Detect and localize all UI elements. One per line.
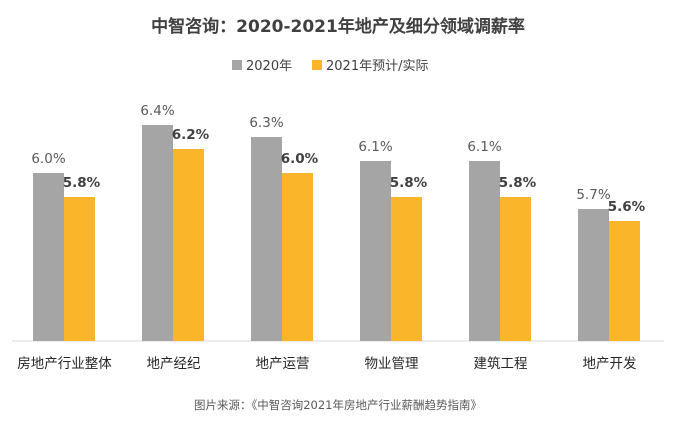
bars-group	[33, 125, 640, 341]
category-label-1: 地产经纪	[147, 356, 201, 372]
value-label-2020-1: 6.4%	[140, 103, 174, 119]
value-label-2020-5: 5.7%	[576, 187, 610, 203]
bar-2021-4	[500, 197, 531, 341]
bar-2020-5	[578, 209, 609, 341]
category-labels-group: 房地产行业整体 地产经纪 地产运营 物业管理 建筑工程 地产开发	[17, 356, 637, 372]
value-label-2021-2: 6.0%	[281, 151, 319, 167]
legend-label-2021: 2021年预计/实际	[326, 59, 428, 74]
value-label-2021-5: 5.6%	[608, 199, 646, 215]
legend: 2020年 2021年预计/实际	[232, 59, 428, 74]
source-note: 图片来源：《中智咨询2021年房地产行业薪酬趋势指南》	[194, 398, 482, 412]
bar-2021-2	[282, 173, 313, 341]
bar-2021-3	[391, 197, 422, 341]
bar-2020-0	[33, 173, 64, 341]
legend-swatch-2020	[232, 60, 242, 70]
legend-swatch-2021	[312, 60, 322, 70]
category-label-3: 物业管理	[365, 356, 419, 372]
bar-2020-3	[360, 161, 391, 341]
bar-2021-0	[64, 197, 95, 341]
value-label-2020-4: 6.1%	[467, 139, 501, 155]
category-label-4: 建筑工程	[474, 356, 528, 372]
bar-2021-5	[609, 221, 640, 341]
value-label-2020-2: 6.3%	[249, 115, 283, 131]
value-labels-group: 6.0% 5.8% 6.4% 6.2% 6.3% 6.0% 6.1% 5.8% 6.1% 5.8%…	[31, 103, 645, 215]
value-label-2020-0: 6.0%	[31, 151, 65, 167]
bar-2021-1	[173, 149, 204, 341]
chart-title: 中智咨询：2020-2021年地产及细分领域调薪率	[151, 16, 525, 37]
category-label-0: 房地产行业整体	[17, 356, 112, 372]
value-label-2021-1: 6.2%	[172, 127, 210, 143]
bar-2020-2	[251, 137, 282, 341]
value-label-2021-0: 5.8%	[63, 175, 101, 191]
category-label-2: 地产运营	[256, 356, 310, 372]
legend-label-2020: 2020年	[246, 59, 292, 74]
value-label-2021-3: 5.8%	[390, 175, 428, 191]
category-label-5: 地产开发	[583, 356, 637, 372]
bar-2020-1	[142, 125, 173, 341]
value-label-2021-4: 5.8%	[499, 175, 537, 191]
value-label-2020-3: 6.1%	[358, 139, 392, 155]
bar-2020-4	[469, 161, 500, 341]
